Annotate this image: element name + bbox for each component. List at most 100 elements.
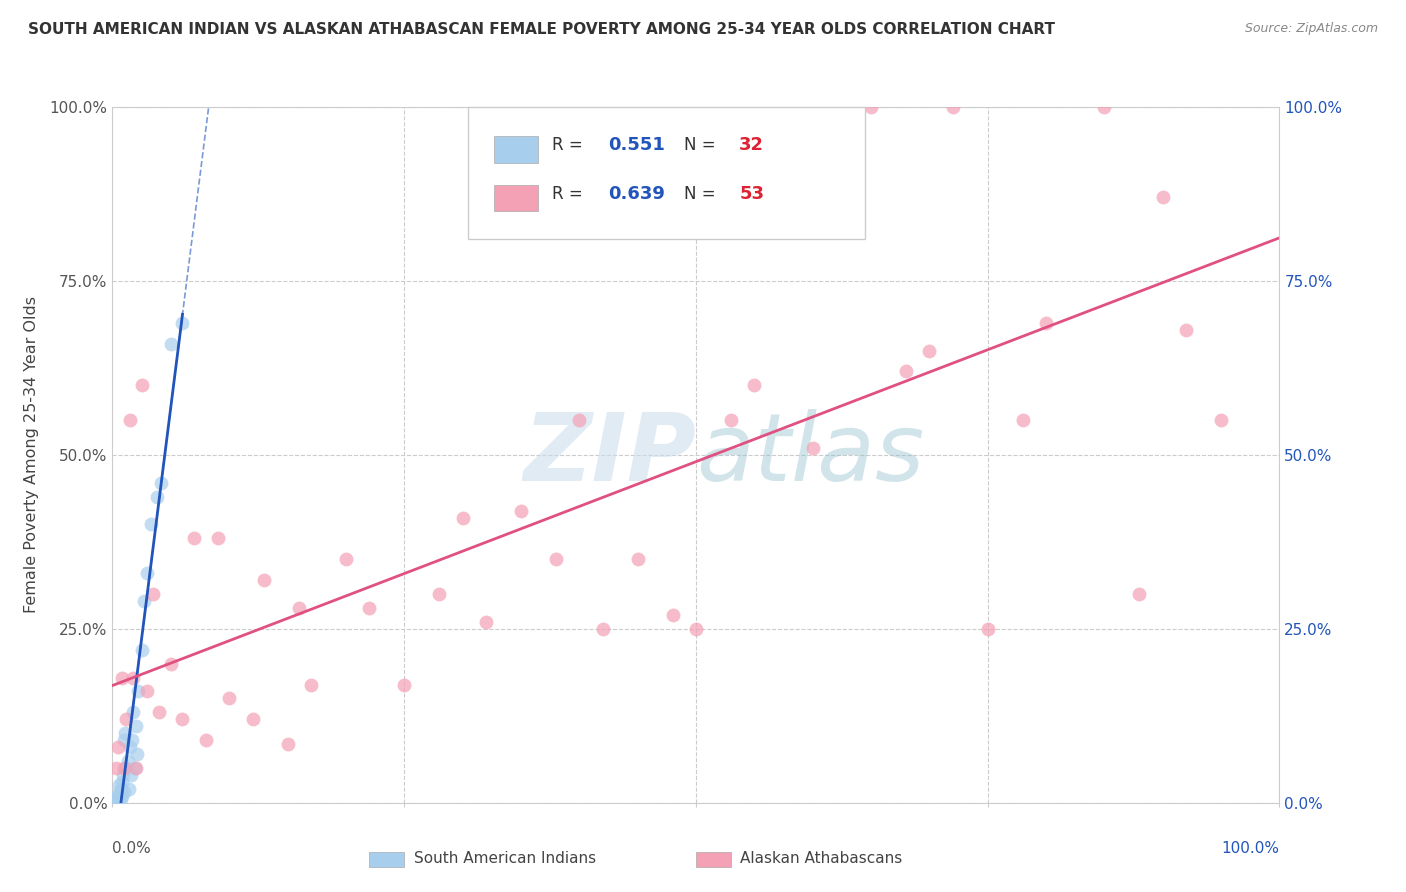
Point <box>114 726 136 740</box>
Point <box>131 378 153 392</box>
Point <box>121 733 143 747</box>
Point <box>117 754 139 768</box>
Point <box>207 532 229 546</box>
Point <box>766 100 789 114</box>
Point <box>118 740 141 755</box>
Point <box>1152 190 1174 204</box>
Point <box>132 594 155 608</box>
Point <box>661 607 683 622</box>
FancyBboxPatch shape <box>696 852 731 867</box>
Text: ZIP: ZIP <box>523 409 696 501</box>
FancyBboxPatch shape <box>468 107 865 239</box>
Text: 32: 32 <box>740 136 763 154</box>
Point <box>115 761 138 775</box>
Point <box>427 587 450 601</box>
Text: Source: ZipAtlas.com: Source: ZipAtlas.com <box>1244 22 1378 36</box>
Point <box>942 100 965 114</box>
Point <box>276 737 298 751</box>
Point <box>335 552 357 566</box>
Text: 0.639: 0.639 <box>609 185 665 203</box>
Point <box>627 552 650 566</box>
Point <box>160 657 183 671</box>
Point <box>107 792 129 806</box>
Point <box>172 316 194 330</box>
Point <box>112 785 135 799</box>
Point <box>122 706 145 720</box>
Text: N =: N = <box>685 136 721 154</box>
Point <box>127 684 149 698</box>
Point <box>150 475 173 490</box>
Point <box>115 712 138 726</box>
Y-axis label: Female Poverty Among 25-34 Year Olds: Female Poverty Among 25-34 Year Olds <box>24 296 38 614</box>
Point <box>288 601 311 615</box>
Point <box>111 768 134 782</box>
Point <box>122 671 145 685</box>
Point <box>825 100 848 114</box>
Text: 0.0%: 0.0% <box>112 841 152 856</box>
Point <box>108 785 131 799</box>
Point <box>544 552 567 566</box>
Point <box>299 677 322 691</box>
Point <box>107 740 129 755</box>
Point <box>104 792 127 806</box>
Point <box>894 364 917 378</box>
Point <box>160 336 183 351</box>
FancyBboxPatch shape <box>494 185 538 211</box>
Point <box>172 712 194 726</box>
Point <box>148 706 170 720</box>
Point <box>111 671 134 685</box>
Point <box>218 691 240 706</box>
Point <box>918 343 941 358</box>
Text: 53: 53 <box>740 185 763 203</box>
Point <box>104 761 127 775</box>
FancyBboxPatch shape <box>370 852 405 867</box>
Point <box>105 789 128 803</box>
Point <box>125 761 148 775</box>
Point <box>253 573 276 587</box>
Point <box>1092 100 1115 114</box>
Text: 0.551: 0.551 <box>609 136 665 154</box>
Point <box>120 768 142 782</box>
Point <box>124 761 146 775</box>
Point <box>183 532 205 546</box>
Point <box>118 413 141 427</box>
Point <box>592 622 614 636</box>
Point <box>112 761 135 775</box>
Point <box>568 413 591 427</box>
Point <box>146 490 169 504</box>
Point <box>111 789 134 803</box>
Point <box>108 778 131 792</box>
Point <box>1175 323 1198 337</box>
Point <box>685 622 707 636</box>
Point <box>509 503 531 517</box>
Point <box>1011 413 1033 427</box>
Point <box>142 587 165 601</box>
Point <box>125 719 148 733</box>
Text: SOUTH AMERICAN INDIAN VS ALASKAN ATHABASCAN FEMALE POVERTY AMONG 25-34 YEAR OLDS: SOUTH AMERICAN INDIAN VS ALASKAN ATHABAS… <box>28 22 1054 37</box>
Point <box>1128 587 1150 601</box>
Text: 100.0%: 100.0% <box>1222 841 1279 856</box>
Point <box>110 792 132 806</box>
Point <box>136 684 159 698</box>
FancyBboxPatch shape <box>494 136 538 162</box>
Point <box>1035 316 1057 330</box>
Point <box>136 566 159 581</box>
Text: atlas: atlas <box>696 409 924 500</box>
Point <box>801 441 824 455</box>
Point <box>125 747 148 761</box>
Point <box>111 775 134 789</box>
Point <box>742 378 765 392</box>
Text: South American Indians: South American Indians <box>413 851 596 866</box>
Point <box>118 781 141 796</box>
Text: N =: N = <box>685 185 721 203</box>
Point <box>194 733 217 747</box>
Point <box>139 517 162 532</box>
Point <box>475 615 498 629</box>
Point <box>131 642 153 657</box>
Point <box>392 677 416 691</box>
Point <box>359 601 381 615</box>
Point <box>859 100 883 114</box>
Point <box>110 781 132 796</box>
Point <box>976 622 998 636</box>
Text: Alaskan Athabascans: Alaskan Athabascans <box>741 851 903 866</box>
